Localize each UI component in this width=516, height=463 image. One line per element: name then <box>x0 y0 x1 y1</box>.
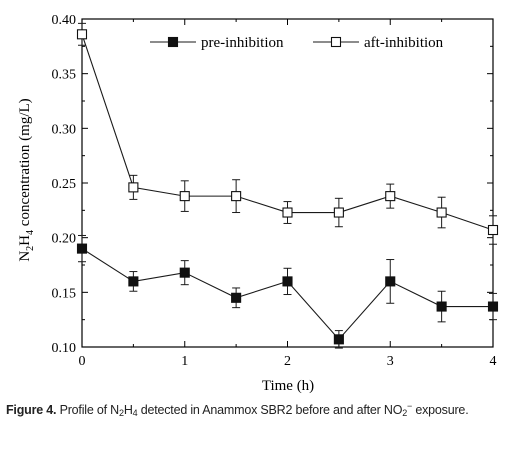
caption-sub: 2 <box>402 408 408 418</box>
caption-text: H <box>123 403 133 417</box>
data-point-aft-inhibition <box>76 29 88 40</box>
data-point-aft-inhibition <box>179 191 190 202</box>
y-tick-label: 0.25 <box>52 177 77 192</box>
data-point-pre-inhibition <box>333 334 344 345</box>
figure-caption: Figure 4. Profile of N2H4 detected in An… <box>6 402 511 419</box>
caption-lead: Figure 4. <box>6 403 57 417</box>
data-point-pre-inhibition <box>487 301 499 312</box>
data-point-aft-inhibition <box>333 207 344 218</box>
data-point-pre-inhibition <box>76 243 88 254</box>
caption-text: detected in Anammox SBR2 before and afte… <box>137 403 403 417</box>
y-tick-label: 0.30 <box>52 122 77 137</box>
data-point-pre-inhibition <box>282 276 293 287</box>
legend-label: aft-inhibition <box>364 35 444 51</box>
caption-sup: − <box>407 401 413 411</box>
x-axis-label: Time (h) <box>262 378 314 394</box>
caption-sub: 4 <box>132 408 138 418</box>
plot-frame <box>81 18 494 348</box>
caption-sub: 2 <box>119 408 124 418</box>
data-point-aft-inhibition <box>385 191 396 202</box>
legend-label: pre-inhibition <box>201 35 284 51</box>
data-point-aft-inhibition <box>487 224 499 236</box>
data-point-aft-inhibition <box>128 182 139 193</box>
caption-text: Profile of N <box>56 403 120 417</box>
data-point-aft-inhibition <box>436 207 447 218</box>
y-tick-label: 0.15 <box>52 286 77 301</box>
chart-figure: 0 1 2 3 4 0.10 0.15 0.20 0.25 0.30 0.35 0.40 pre-inh… <box>17 13 499 394</box>
plot-area: 0 1 2 3 4 0.10 0.15 0.20 0.25 0.30 0.35 0.40 pre-inh… <box>52 13 499 369</box>
x-tick-label: 2 <box>284 354 291 369</box>
data-point-pre-inhibition <box>128 276 139 287</box>
y-tick-label: 0.40 <box>52 13 77 28</box>
y-tick-label: 0.10 <box>52 341 77 356</box>
x-tick-label: 3 <box>387 354 394 369</box>
data-point-pre-inhibition <box>231 292 242 303</box>
data-point-pre-inhibition <box>436 301 447 312</box>
data-point-pre-inhibition <box>179 267 190 278</box>
x-tick-label: 1 <box>181 354 188 369</box>
x-tick-label: 4 <box>490 354 497 369</box>
data-point-pre-inhibition <box>385 276 396 287</box>
legend-marker <box>330 36 342 48</box>
data-point-aft-inhibition <box>231 191 242 202</box>
y-axis-label: N2H4 concentration (mg/L) <box>17 98 36 261</box>
y-tick-label: 0.20 <box>52 232 77 247</box>
x-tick-label: 0 <box>79 354 86 369</box>
data-point-aft-inhibition <box>282 207 293 218</box>
legend-marker <box>167 36 179 48</box>
y-tick-label: 0.35 <box>52 68 77 83</box>
caption-text: exposure. <box>412 403 469 417</box>
series-line-aft-inhibition <box>81 34 494 231</box>
